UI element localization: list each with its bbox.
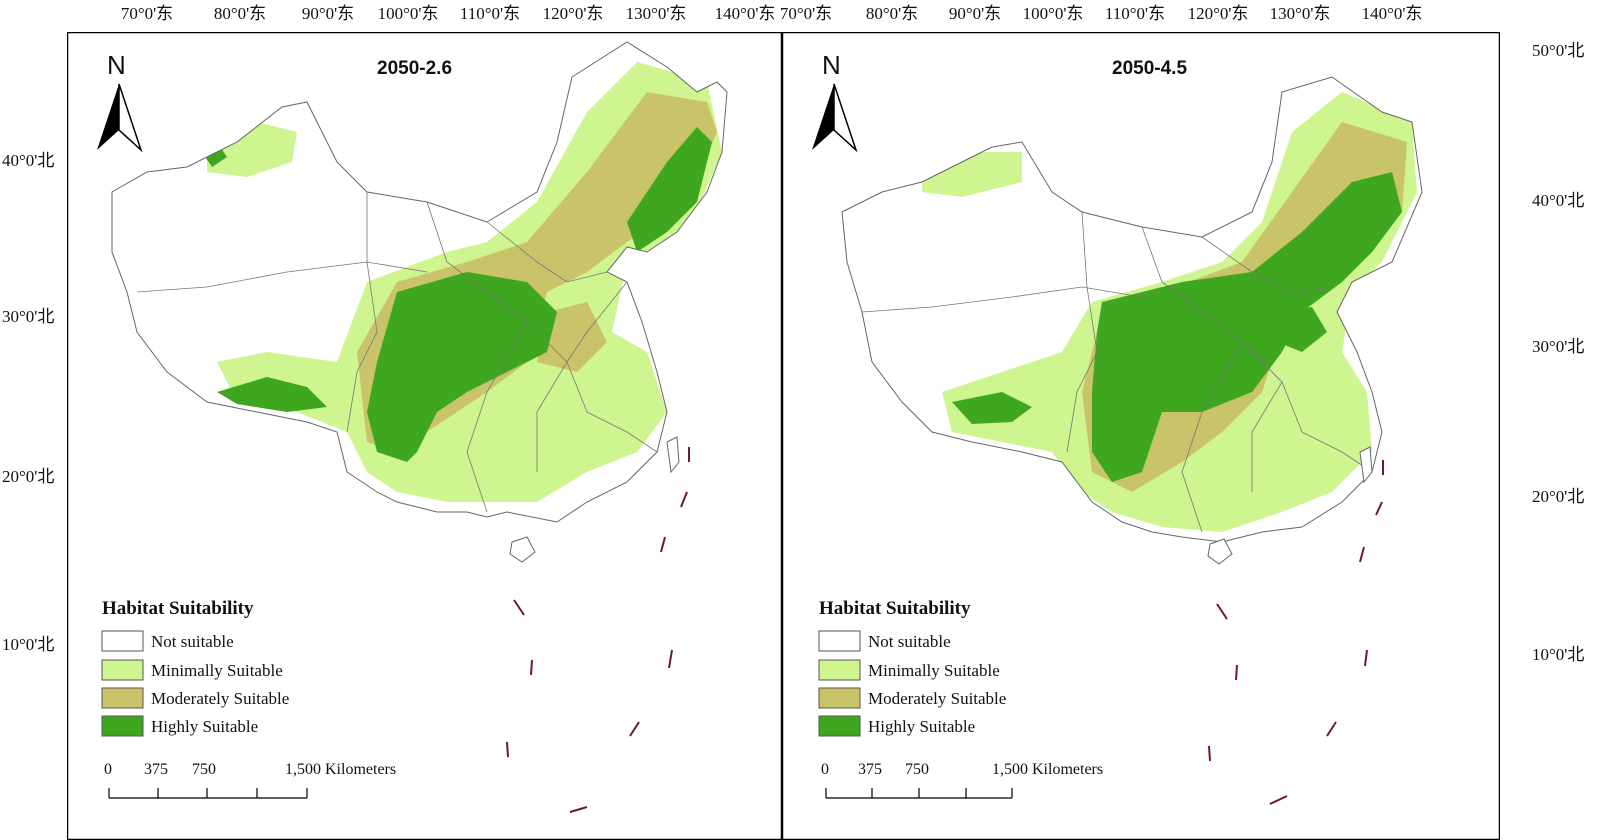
north-arrow-icon xyxy=(812,83,858,153)
scale-tick-label: 750 xyxy=(192,761,216,778)
legend-label: Moderately Suitable xyxy=(151,689,290,708)
scale-tick-label: 375 xyxy=(144,761,168,778)
lat-label: 30°0'北 xyxy=(2,307,55,326)
legend xyxy=(818,630,861,737)
lon-label: 130°0'东 xyxy=(1269,4,1331,23)
map-panel-2050-4-5: N 2050-4.5 Habitat Suitability Not suita… xyxy=(782,32,1500,840)
legend-swatch-minimal xyxy=(818,659,861,681)
lat-label: 30°0'北 xyxy=(1532,337,1585,356)
province-borders xyxy=(861,211,1373,533)
scale-end-label: 1,500 Kilometers xyxy=(285,761,397,778)
north-label: N xyxy=(822,50,841,80)
lat-label: 20°0'北 xyxy=(2,467,55,486)
lon-label: 90°0'东 xyxy=(301,4,355,23)
lon-label: 100°0'东 xyxy=(1022,4,1084,23)
north-label: N xyxy=(107,50,126,80)
legend-swatch-not-suitable xyxy=(101,630,144,652)
lat-label: 40°0'北 xyxy=(2,151,55,170)
lon-label: 70°0'东 xyxy=(779,4,833,23)
lon-label: 100°0'东 xyxy=(377,4,439,23)
legend-swatch-not-suitable xyxy=(818,630,861,652)
lon-label: 90°0'东 xyxy=(948,4,1002,23)
nine-dash-line xyxy=(1208,460,1384,805)
map-canvas xyxy=(782,32,1500,840)
panel-title: 2050-4.5 xyxy=(1112,58,1188,79)
hainan-island xyxy=(509,536,536,563)
legend-title: Habitat Suitability xyxy=(102,598,254,619)
legend-label: Minimally Suitable xyxy=(868,661,1000,680)
lon-label: 130°0'东 xyxy=(625,4,687,23)
taiwan-island xyxy=(1359,446,1373,484)
panel-title: 2050-2.6 xyxy=(377,58,453,79)
high-zone xyxy=(627,127,712,252)
scale-tick-label: 750 xyxy=(905,761,929,778)
high-zone xyxy=(217,377,327,412)
map-panel-2050-2-6: N 2050-2.6 Habitat Suitability Not suita… xyxy=(67,32,782,840)
legend-label: Highly Suitable xyxy=(151,717,259,736)
legend-label: Moderately Suitable xyxy=(868,689,1007,708)
lon-label: 110°0'东 xyxy=(459,4,521,23)
high-zone xyxy=(367,272,557,462)
map-canvas xyxy=(67,32,782,840)
north-arrow-icon xyxy=(97,83,143,153)
legend xyxy=(101,630,144,737)
high-zone xyxy=(1092,172,1402,482)
scale-end-label: 1,500 Kilometers xyxy=(992,761,1104,778)
lon-label: 110°0'东 xyxy=(1104,4,1166,23)
lat-label: 20°0'北 xyxy=(1532,487,1585,506)
scale-tick-label: 375 xyxy=(858,761,882,778)
legend-label: Highly Suitable xyxy=(868,717,976,736)
lon-label: 70°0'东 xyxy=(120,4,174,23)
lat-label: 10°0'北 xyxy=(1532,645,1585,664)
country-border xyxy=(111,41,728,523)
scale-bar xyxy=(825,788,1013,799)
lat-label: 50°0'北 xyxy=(1532,41,1585,60)
legend-swatch-moderate xyxy=(101,687,144,709)
legend-swatch-minimal xyxy=(101,659,144,681)
lon-label: 120°0'东 xyxy=(1187,4,1249,23)
lon-label: 140°0'东 xyxy=(714,4,776,23)
country-border xyxy=(841,76,1423,543)
legend-swatch-moderate xyxy=(818,687,861,709)
lat-label: 10°0'北 xyxy=(2,635,55,654)
province-borders xyxy=(136,192,658,513)
scale-tick-label: 0 xyxy=(821,761,829,778)
suitability-layer xyxy=(202,62,722,502)
lat-label: 40°0'北 xyxy=(1532,191,1585,210)
lon-label: 80°0'东 xyxy=(213,4,267,23)
taiwan-island xyxy=(666,436,680,474)
legend-label: Minimally Suitable xyxy=(151,661,283,680)
legend-title: Habitat Suitability xyxy=(819,598,971,619)
high-zone xyxy=(1277,307,1327,352)
legend-swatch-high xyxy=(101,715,144,737)
legend-swatch-high xyxy=(818,715,861,737)
hainan-island xyxy=(1207,538,1233,565)
legend-label: Not suitable xyxy=(151,632,234,651)
legend-label: Not suitable xyxy=(868,632,951,651)
lon-label: 120°0'东 xyxy=(542,4,604,23)
nine-dash-line xyxy=(506,447,690,813)
lon-label: 140°0'东 xyxy=(1361,4,1423,23)
scale-bar xyxy=(108,788,308,799)
scale-tick-label: 0 xyxy=(104,761,112,778)
high-zone xyxy=(952,392,1032,424)
lon-label: 80°0'东 xyxy=(865,4,919,23)
